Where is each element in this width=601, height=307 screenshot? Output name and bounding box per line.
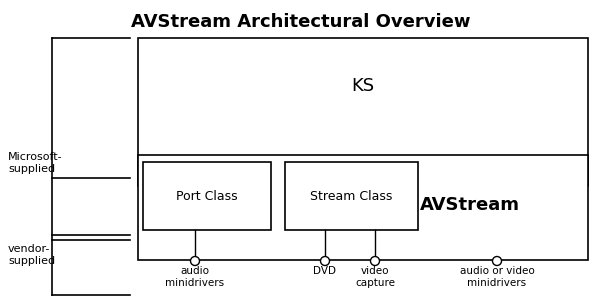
- Bar: [143, 162, 271, 230]
- Circle shape: [370, 257, 379, 266]
- Text: vendor-
supplied: vendor- supplied: [8, 244, 55, 266]
- Text: Port Class: Port Class: [176, 189, 238, 203]
- Text: audio
minidrivers: audio minidrivers: [165, 266, 225, 288]
- Circle shape: [191, 257, 200, 266]
- Text: audio or video
minidrivers: audio or video minidrivers: [460, 266, 534, 288]
- Text: KS: KS: [352, 77, 374, 95]
- Circle shape: [320, 257, 329, 266]
- Bar: [138, 38, 588, 186]
- Text: AVStream Architectural Overview: AVStream Architectural Overview: [131, 13, 470, 31]
- Text: video
capture: video capture: [355, 266, 395, 288]
- Bar: [285, 162, 418, 230]
- Text: Stream Class: Stream Class: [310, 189, 392, 203]
- Bar: [138, 155, 588, 260]
- Text: AVStream: AVStream: [420, 196, 520, 214]
- Text: DVD: DVD: [314, 266, 337, 276]
- Text: Microsoft-
supplied: Microsoft- supplied: [8, 152, 63, 174]
- Circle shape: [492, 257, 501, 266]
